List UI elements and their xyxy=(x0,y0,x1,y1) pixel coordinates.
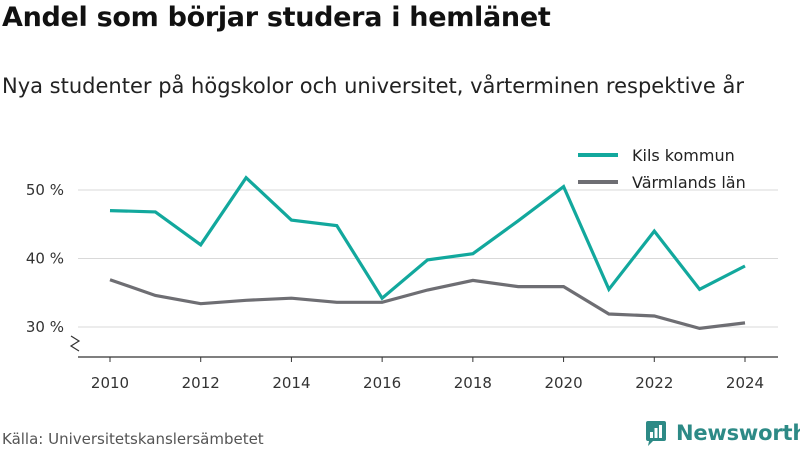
y-tick-label: 40 % xyxy=(26,250,64,268)
newsworthy-logo-icon xyxy=(644,419,668,447)
y-tick-label: 30 % xyxy=(26,318,64,336)
series-lines xyxy=(109,175,746,331)
chart-title: Andel som börjar studera i hemlänet xyxy=(2,2,551,33)
x-tick-label: 2010 xyxy=(91,374,129,392)
source-note: Källa: Universitetskanslersämbetet xyxy=(2,430,264,448)
x-tick-label: 2014 xyxy=(272,374,310,392)
chart-subtitle: Nya studenter på högskolor och universit… xyxy=(2,74,744,98)
x-tick-label: 2022 xyxy=(635,374,673,392)
x-axis: 2010 2012 2014 2016 2018 2020 2022 2024 xyxy=(78,356,778,392)
series-line-kils-kommun xyxy=(109,175,746,301)
series-line-värmlands-län xyxy=(109,278,746,331)
x-tick-label: 2020 xyxy=(544,374,582,392)
y-tick-label: 50 % xyxy=(26,181,64,199)
x-tick-label: 2024 xyxy=(726,374,764,392)
y-axis: 30 % 40 % 50 % xyxy=(26,181,81,352)
x-tick-label: 2016 xyxy=(363,374,401,392)
legend-label: Kils kommun xyxy=(632,146,735,165)
brand-name: Newsworthy xyxy=(676,421,800,445)
brand-logo: Newsworthy xyxy=(644,419,800,447)
legend: Kils kommun Värmlands län xyxy=(578,146,746,192)
legend-label: Värmlands län xyxy=(632,173,746,192)
x-tick-label: 2018 xyxy=(454,374,492,392)
x-tick-label: 2012 xyxy=(182,374,220,392)
axis-break-icon xyxy=(69,335,81,352)
